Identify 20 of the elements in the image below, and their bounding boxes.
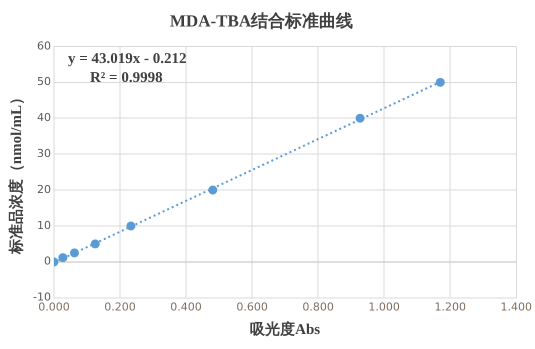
x-tick-label: 1.400 bbox=[500, 300, 532, 314]
x-tick-label: 1.000 bbox=[368, 300, 400, 314]
x-tick-label: 1.200 bbox=[434, 300, 466, 314]
point bbox=[436, 78, 445, 87]
annotation: y = 43.019x - 0.212 bbox=[68, 50, 187, 67]
y-tick-label: 10 bbox=[36, 218, 51, 232]
y-tick-label: 30 bbox=[36, 147, 51, 160]
y-axis-title: 标准品浓度（nmol/mL） bbox=[6, 90, 25, 256]
y-tick-label: 0 bbox=[44, 254, 51, 268]
x-tick-label: 0.400 bbox=[170, 300, 202, 314]
y-tick-label: 50 bbox=[36, 75, 51, 88]
x-tick-label: 0.600 bbox=[236, 300, 268, 314]
x-tick-label: 0.800 bbox=[302, 300, 334, 314]
x-tick-label: 0.200 bbox=[104, 300, 136, 314]
chart-title: MDA-TBA结合标准曲线 bbox=[170, 12, 354, 31]
y-tick-label: 20 bbox=[36, 182, 51, 196]
y-tick-label: 40 bbox=[36, 111, 51, 124]
y-tick-label: 60 bbox=[36, 39, 51, 52]
x-axis-title: 吸光度Abs bbox=[250, 320, 320, 338]
annotation: R² = 0.9998 bbox=[90, 70, 163, 86]
